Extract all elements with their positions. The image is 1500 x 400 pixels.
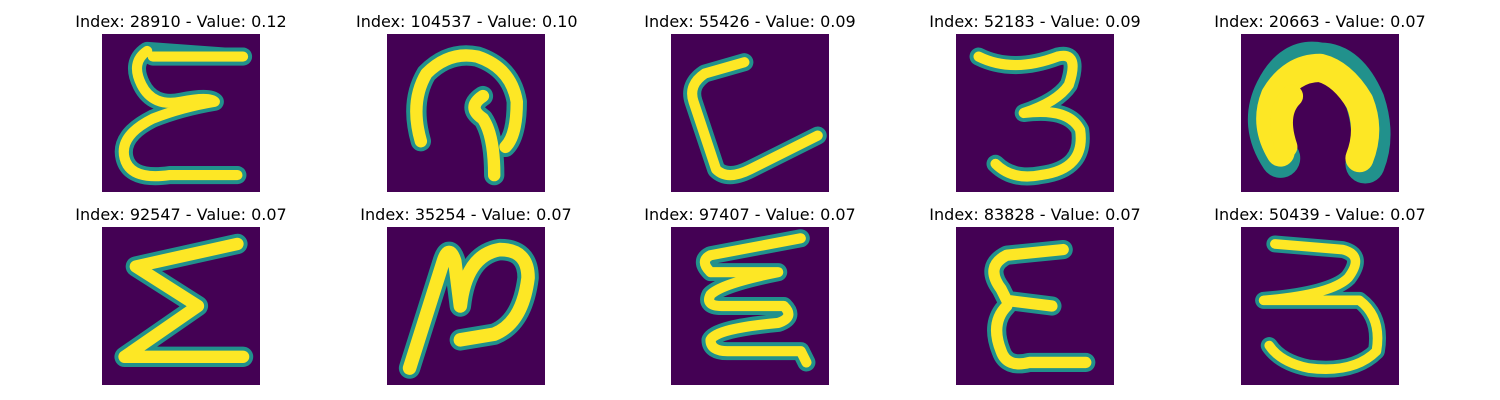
panel-10: Index: 50439 - Value: 0.07 (1210, 193, 1430, 385)
panel-6: Index: 92547 - Value: 0.07 (71, 193, 291, 385)
panel-7: Index: 35254 - Value: 0.07 (356, 193, 576, 385)
panel-9: Index: 83828 - Value: 0.07 (925, 193, 1145, 385)
panel-1: Index: 28910 - Value: 0.12 (71, 0, 291, 192)
panel-2: Index: 104537 - Value: 0.10 (356, 0, 578, 192)
glyph-image (102, 227, 260, 385)
glyph-image (387, 34, 545, 192)
panel-title: Index: 83828 - Value: 0.07 (929, 205, 1141, 224)
glyph-image (102, 34, 260, 192)
glyph-image (1241, 34, 1399, 192)
panel-title: Index: 55426 - Value: 0.09 (644, 12, 856, 31)
panel-5: Index: 20663 - Value: 0.07 (1210, 0, 1430, 192)
handwritten-three-glyph (969, 46, 1090, 186)
glyph-image (387, 227, 545, 385)
panel-title: Index: 104537 - Value: 0.10 (356, 12, 578, 31)
handwritten-arch-glyph (1247, 41, 1391, 184)
glyph-image (956, 34, 1114, 192)
glyph-image (956, 227, 1114, 385)
handwritten-curl-glyph (406, 45, 527, 186)
handwritten-epsilon-glyph (114, 41, 253, 186)
panel-3: Index: 55426 - Value: 0.09 (640, 0, 860, 192)
panel-title: Index: 35254 - Value: 0.07 (360, 205, 572, 224)
handwritten-corner-glyph (683, 53, 827, 185)
panel-4: Index: 52183 - Value: 0.09 (925, 0, 1145, 192)
panel-title: Index: 92547 - Value: 0.07 (75, 205, 287, 224)
panel-title: Index: 20663 - Value: 0.07 (1214, 12, 1426, 31)
panel-title: Index: 97407 - Value: 0.07 (644, 205, 856, 224)
handwritten-epsilon-glyph-2 (984, 239, 1096, 374)
panel-title: Index: 50439 - Value: 0.07 (1214, 205, 1426, 224)
handwritten-sigma-glyph (114, 233, 254, 367)
panel-title: Index: 52183 - Value: 0.09 (929, 12, 1141, 31)
glyph-image (1241, 227, 1399, 385)
handwritten-zigzag-glyph (695, 229, 816, 372)
handwritten-three-glyph-2 (1255, 235, 1386, 378)
panel-8: Index: 97407 - Value: 0.07 (640, 193, 860, 385)
handwritten-loop-glyph (398, 238, 539, 379)
glyph-image (671, 227, 829, 385)
panel-title: Index: 28910 - Value: 0.12 (75, 12, 287, 31)
glyph-image (671, 34, 829, 192)
